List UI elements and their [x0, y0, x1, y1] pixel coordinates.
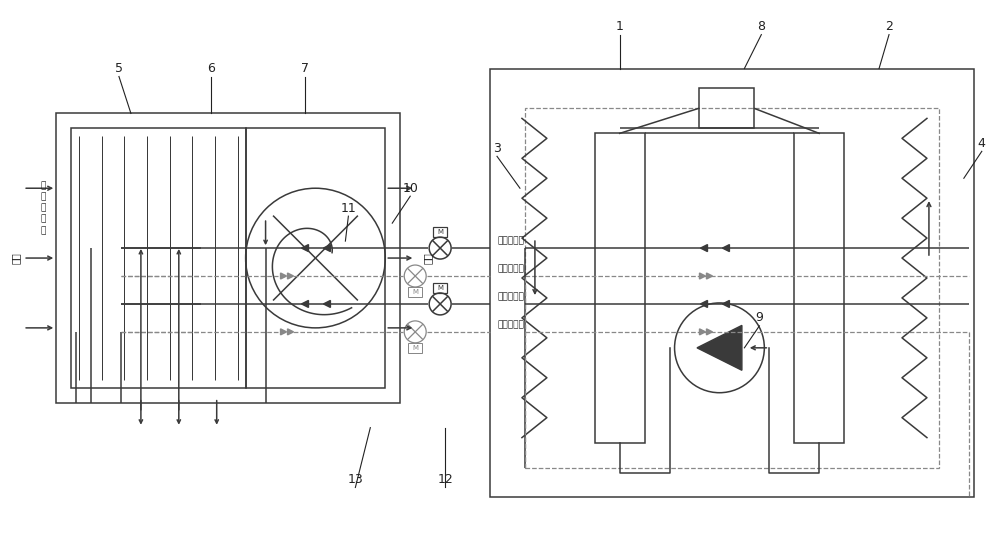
- Text: M: M: [412, 289, 418, 295]
- Bar: [433, 227, 447, 237]
- Polygon shape: [697, 325, 742, 371]
- Text: 10: 10: [402, 182, 418, 195]
- Polygon shape: [706, 273, 712, 279]
- Polygon shape: [288, 329, 294, 335]
- Text: 11: 11: [341, 201, 356, 215]
- Polygon shape: [323, 300, 330, 307]
- Bar: [246, 128, 385, 388]
- Text: 冷水－回水: 冷水－回水: [497, 320, 524, 329]
- Bar: [433, 283, 447, 293]
- Bar: [56, 113, 400, 403]
- Text: 3: 3: [493, 142, 501, 155]
- Polygon shape: [288, 273, 294, 279]
- Polygon shape: [706, 329, 712, 335]
- Polygon shape: [700, 273, 705, 279]
- Text: 7: 7: [301, 62, 309, 75]
- Polygon shape: [281, 329, 287, 335]
- Bar: [408, 343, 422, 353]
- Text: 8: 8: [757, 20, 765, 33]
- Text: 2: 2: [885, 20, 893, 33]
- Bar: [71, 128, 246, 388]
- Polygon shape: [323, 244, 330, 252]
- Text: 5: 5: [115, 62, 123, 75]
- Text: 冷
凝
水
排
水: 冷 凝 水 排 水: [40, 181, 46, 235]
- Text: 1: 1: [616, 20, 624, 33]
- Text: 出风: 出风: [423, 252, 433, 264]
- Bar: [525, 108, 939, 468]
- Bar: [794, 133, 844, 442]
- Polygon shape: [281, 273, 287, 279]
- Polygon shape: [722, 244, 729, 252]
- Bar: [490, 69, 974, 497]
- Bar: [699, 89, 754, 128]
- Text: M: M: [437, 285, 443, 291]
- Text: 进风: 进风: [10, 252, 20, 264]
- Text: M: M: [437, 229, 443, 235]
- Polygon shape: [722, 300, 729, 307]
- Text: 热水－回水: 热水－回水: [497, 264, 524, 273]
- Polygon shape: [700, 300, 707, 307]
- Polygon shape: [700, 244, 707, 252]
- Bar: [408, 287, 422, 297]
- Polygon shape: [301, 244, 308, 252]
- Bar: [595, 133, 645, 442]
- Text: 9: 9: [755, 311, 763, 324]
- Text: 6: 6: [207, 62, 215, 75]
- Text: 热水－供水: 热水－供水: [497, 236, 524, 245]
- Text: 13: 13: [347, 473, 363, 486]
- Text: 12: 12: [437, 473, 453, 486]
- Text: M: M: [412, 345, 418, 351]
- Polygon shape: [700, 329, 705, 335]
- Text: 冷水－供水: 冷水－供水: [497, 292, 524, 301]
- Text: 4: 4: [978, 137, 986, 150]
- Polygon shape: [301, 300, 308, 307]
